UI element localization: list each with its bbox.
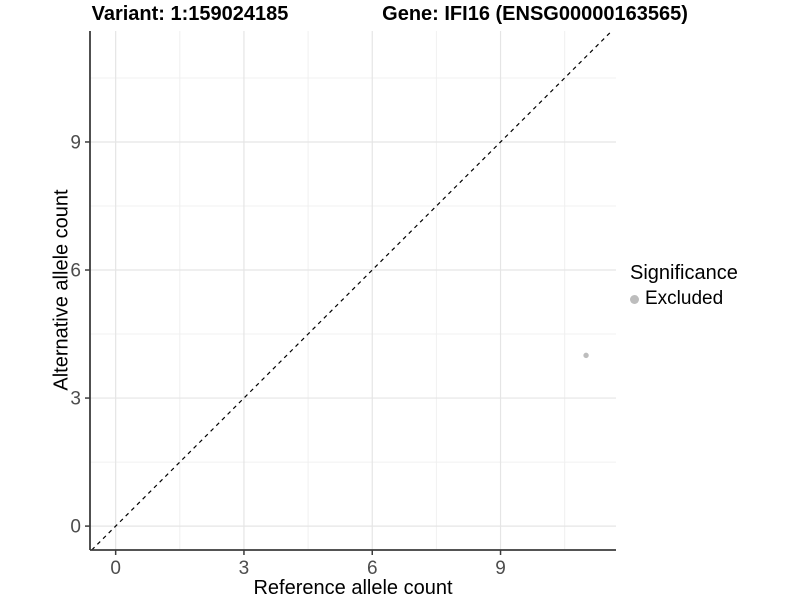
gene-title: Gene: IFI16 (ENSG00000163565) — [382, 3, 688, 25]
data-point — [583, 352, 589, 359]
x-tick-label: 6 — [367, 558, 378, 579]
variant-title: Variant: 1:159024185 — [91, 3, 289, 25]
legend-title: Significance — [630, 262, 738, 284]
y-tick-label: 9 — [70, 132, 81, 153]
legend-item-label: Excluded — [645, 288, 724, 309]
x-axis-title: Reference allele count — [253, 577, 453, 599]
y-tick-label: 6 — [70, 261, 81, 282]
x-tick-label: 3 — [239, 558, 250, 579]
legend-point-icon — [630, 294, 639, 304]
legend-item-excluded: Excluded — [630, 288, 738, 310]
identity-line — [91, 30, 613, 551]
x-tick-label: 0 — [110, 558, 121, 579]
legend: Significance Excluded — [630, 262, 738, 310]
y-tick-label: 3 — [70, 389, 81, 410]
y-tick-label: 0 — [70, 517, 81, 538]
x-tick-label: 9 — [495, 558, 506, 579]
